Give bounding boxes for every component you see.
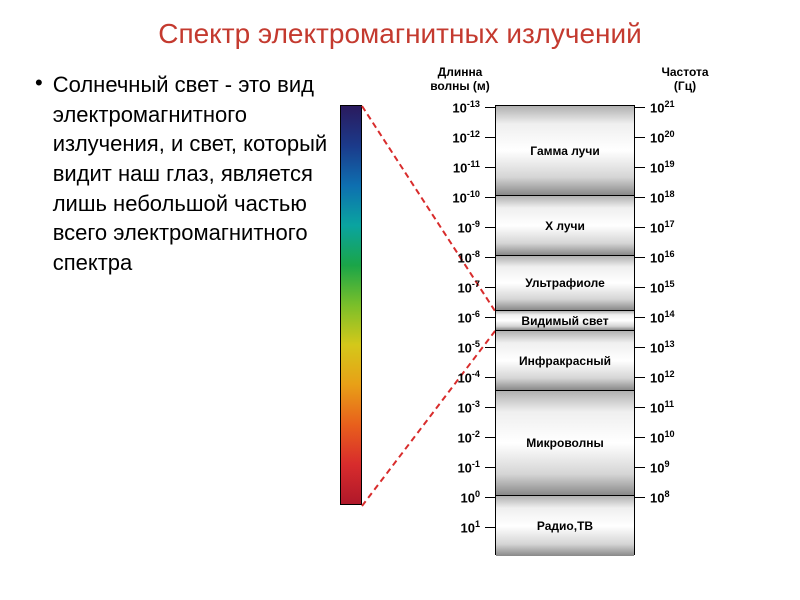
wavelength-tick-label: 101: [430, 519, 480, 535]
frequency-tick-label: 1016: [650, 249, 700, 265]
wavelength-tick-label: 10-8: [430, 249, 480, 265]
band-label: Гамма лучи: [527, 144, 602, 158]
band-label: X лучи: [542, 219, 588, 233]
tick-mark: [485, 227, 495, 228]
frequency-header: Частота (Гц): [650, 65, 720, 93]
frequency-tick-label: 1017: [650, 219, 700, 235]
tick-mark: [485, 107, 495, 108]
frequency-tick-label: 1015: [650, 279, 700, 295]
wavelength-tick-label: 10-4: [430, 369, 480, 385]
frequency-tick-label: 1011: [650, 399, 700, 415]
tick-mark: [635, 467, 645, 468]
frequency-tick-label: 109: [650, 459, 700, 475]
wavelength-tick-label: 10-12: [430, 129, 480, 145]
tick-mark: [485, 377, 495, 378]
content-row: • Солнечный свет - это вид электромагнит…: [0, 65, 800, 565]
tick-mark: [635, 227, 645, 228]
tick-mark: [635, 167, 645, 168]
connector-dash-line: [361, 330, 496, 506]
frequency-tick-label: 1014: [650, 309, 700, 325]
tick-mark: [485, 287, 495, 288]
frequency-tick-label: 1013: [650, 339, 700, 355]
tick-mark: [635, 437, 645, 438]
tick-mark: [635, 317, 645, 318]
tick-mark: [635, 347, 645, 348]
tick-mark: [635, 377, 645, 378]
wavelength-tick-label: 10-10: [430, 189, 480, 205]
tick-mark: [485, 527, 495, 528]
spectrum-band: Микроволны: [496, 391, 634, 496]
wavelength-tick-label: 10-11: [430, 159, 480, 175]
visible-light-gradient: [340, 105, 362, 505]
frequency-tick-label: 1021: [650, 99, 700, 115]
frequency-tick-label: 108: [650, 489, 700, 505]
band-label: Инфракрасный: [516, 354, 614, 368]
tick-mark: [635, 257, 645, 258]
tick-mark: [485, 167, 495, 168]
wavelength-tick-label: 10-9: [430, 219, 480, 235]
wavelength-tick-label: 10-3: [430, 399, 480, 415]
tick-mark: [485, 467, 495, 468]
frequency-tick-label: 1019: [650, 159, 700, 175]
tick-mark: [635, 197, 645, 198]
frequency-tick-label: 1012: [650, 369, 700, 385]
frequency-tick-label: 1018: [650, 189, 700, 205]
spectrum-band: Инфракрасный: [496, 331, 634, 391]
spectrum-band: Радио,ТВ: [496, 496, 634, 556]
wavelength-tick-label: 10-5: [430, 339, 480, 355]
band-label: Микроволны: [523, 436, 606, 450]
tick-mark: [635, 287, 645, 288]
tick-mark: [485, 257, 495, 258]
spectrum-band: Видимый свет: [496, 311, 634, 331]
tick-mark: [635, 407, 645, 408]
tick-mark: [635, 137, 645, 138]
tick-mark: [635, 497, 645, 498]
frequency-tick-label: 1020: [650, 129, 700, 145]
tick-mark: [485, 347, 495, 348]
tick-mark: [485, 497, 495, 498]
tick-mark: [485, 137, 495, 138]
tick-mark: [485, 317, 495, 318]
spectrum-band: X лучи: [496, 196, 634, 256]
page-title: Спектр электромагнитных излучений: [0, 0, 800, 65]
spectrum-band: Гамма лучи: [496, 106, 634, 196]
spectrum-diagram: Длинна волны (м) Частота (Гц) 10-13 10-12…: [330, 65, 780, 565]
bullet-text: Солнечный свет - это вид электромагнитно…: [53, 70, 330, 278]
bullet-item: • Солнечный свет - это вид электромагнит…: [20, 70, 330, 278]
frequency-tick-label: 1010: [650, 429, 700, 445]
wavelength-tick-label: 10-13: [430, 99, 480, 115]
tick-mark: [485, 437, 495, 438]
wavelength-tick-label: 10-1: [430, 459, 480, 475]
tick-mark: [485, 197, 495, 198]
left-text-panel: • Солнечный свет - это вид электромагнит…: [20, 65, 330, 565]
wavelength-tick-label: 10-7: [430, 279, 480, 295]
band-label: Видимый свет: [518, 314, 611, 328]
wavelength-tick-label: 10-2: [430, 429, 480, 445]
wavelength-header: Длинна волны (м): [420, 65, 500, 93]
tick-mark: [485, 407, 495, 408]
band-label: Радио,ТВ: [534, 519, 596, 533]
wavelength-tick-label: 100: [430, 489, 480, 505]
spectrum-column: Гамма лучи X лучи Ультрафиоле Видимый свет И…: [495, 105, 635, 555]
bullet-dot-icon: •: [35, 70, 43, 96]
band-label: Ультрафиоле: [522, 276, 608, 290]
spectrum-band: Ультрафиоле: [496, 256, 634, 311]
tick-mark: [635, 107, 645, 108]
wavelength-tick-label: 10-6: [430, 309, 480, 325]
